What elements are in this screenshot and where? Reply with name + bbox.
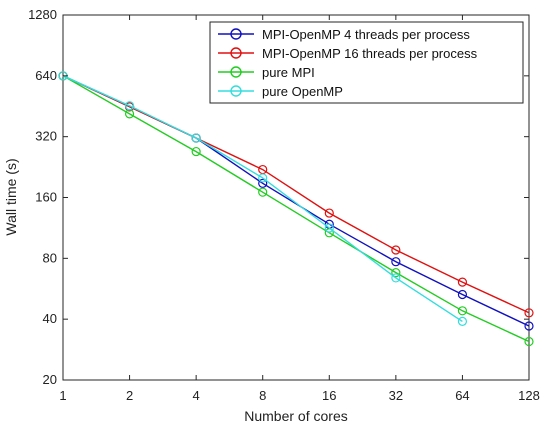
series-layer — [58, 71, 534, 347]
legend-label: pure MPI — [262, 65, 315, 80]
data-point — [457, 289, 468, 300]
series-line — [62, 75, 530, 343]
data-point — [324, 223, 334, 233]
data-point — [124, 101, 135, 111]
x-tick-label: 64 — [455, 388, 469, 403]
y-tick-label: 80 — [43, 250, 57, 265]
data-point — [324, 208, 334, 218]
data-point — [457, 306, 468, 316]
legend: MPI-OpenMP 4 threads per process MPI-Open… — [209, 21, 524, 104]
legend-box — [209, 21, 524, 104]
y-tick-label: 320 — [35, 129, 57, 144]
data-point — [258, 173, 268, 183]
x-tick-label: 32 — [389, 388, 403, 403]
data-point — [457, 316, 468, 326]
data-point — [524, 308, 534, 318]
legend-marker — [230, 28, 242, 40]
data-point — [391, 257, 401, 267]
data-point — [457, 277, 468, 287]
x-tick-label: 128 — [518, 388, 540, 403]
x-axis-label: Number of cores — [244, 408, 347, 424]
x-tick-label: 8 — [259, 388, 266, 403]
y-tick-label: 640 — [35, 68, 57, 83]
legend-label: MPI-OpenMP 16 threads per process — [262, 46, 478, 61]
data-point — [524, 336, 534, 347]
y-tick-label: 20 — [43, 372, 57, 387]
data-point — [391, 267, 401, 278]
x-tick-label: 4 — [193, 388, 200, 403]
data-point — [391, 273, 401, 283]
y-tick-label: 1280 — [28, 7, 57, 22]
data-point — [391, 245, 401, 255]
legend-marker — [230, 66, 242, 78]
x-tick-label: 2 — [126, 388, 133, 403]
data-point — [191, 133, 201, 143]
legend-marker — [230, 47, 242, 59]
data-point — [258, 178, 268, 188]
series-line — [62, 75, 463, 322]
legend-marker — [230, 85, 242, 97]
y-axis-label: Wall time (s) — [3, 158, 19, 235]
legend-label: pure OpenMP — [262, 84, 343, 99]
y-tick-label: 40 — [43, 311, 57, 326]
x-tick-label: 1 — [59, 388, 66, 403]
data-point — [191, 146, 201, 157]
x-axis-ticks: 1 2 4 8 16 32 64 128 — [59, 15, 540, 403]
legend-label: MPI-OpenMP 4 threads per process — [262, 27, 470, 42]
y-axis-ticks: 20 40 80 160 320 640 1280 — [28, 7, 529, 387]
data-point — [258, 187, 268, 197]
y-tick-label: 160 — [35, 190, 57, 205]
data-point — [524, 321, 534, 331]
x-tick-label: 16 — [322, 388, 336, 403]
